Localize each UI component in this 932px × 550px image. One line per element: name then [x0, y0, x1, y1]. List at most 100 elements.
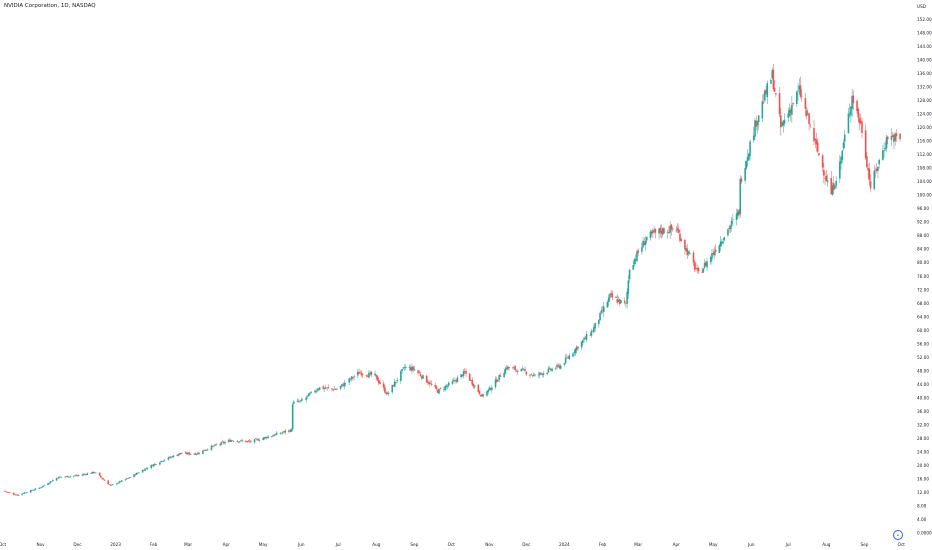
- price-axis[interactable]: USD 152.00 148.00 144.00 140.00 136.00 132.00…: [917, 4, 932, 536]
- candle-up: [401, 369, 403, 372]
- price-tick-label: 132.00: [917, 85, 932, 90]
- candle-up: [43, 485, 46, 486]
- candle-up: [81, 474, 84, 476]
- candle-up: [400, 371, 402, 381]
- candle-up: [177, 454, 180, 456]
- candle-down: [128, 477, 130, 479]
- candle-up: [564, 357, 567, 364]
- time-axis[interactable]: Oct Nov Dec 2023 Feb Mar Apr May Jun Jul Aug Sep Oct…: [0, 542, 905, 547]
- candle-down: [652, 229, 654, 234]
- candle-up: [650, 231, 653, 234]
- candle-up: [413, 369, 416, 371]
- candle-up: [318, 387, 321, 390]
- candle-up: [350, 376, 353, 380]
- candle-up: [395, 381, 397, 383]
- candle-up: [730, 220, 733, 227]
- candle-up: [238, 441, 241, 442]
- candle-down: [623, 300, 626, 303]
- candle-up: [39, 487, 42, 489]
- candle-down: [361, 374, 364, 375]
- time-tick-label: Apr: [673, 542, 681, 547]
- candle-up: [189, 453, 192, 455]
- candle-up: [542, 373, 545, 375]
- candle-up: [606, 302, 609, 308]
- candle-up: [246, 441, 248, 442]
- candle-up: [563, 363, 566, 365]
- candle-up: [593, 327, 595, 333]
- candle-down: [417, 370, 419, 373]
- candle-up: [878, 159, 880, 165]
- candle-up: [76, 475, 79, 477]
- candle-up: [847, 113, 850, 134]
- candle-up: [111, 484, 113, 486]
- candle-up: [167, 457, 170, 460]
- candle-up: [26, 492, 28, 494]
- candle-up: [368, 372, 370, 378]
- candle-up: [29, 490, 32, 493]
- price-tick-label: 20.00: [917, 463, 929, 468]
- candle-down: [815, 139, 818, 145]
- candle-up: [641, 247, 643, 252]
- candle-down: [418, 372, 421, 374]
- candle-up: [387, 392, 390, 394]
- candle-up: [72, 475, 75, 477]
- candle-up: [154, 463, 156, 465]
- candle-down: [102, 478, 105, 480]
- candle-up: [343, 382, 346, 387]
- candle-up: [711, 253, 713, 259]
- candle-down: [273, 434, 276, 436]
- candle-up: [511, 367, 514, 369]
- price-tick-label: 88.00: [917, 233, 929, 238]
- candle-up: [32, 490, 34, 491]
- candle-up: [310, 391, 312, 393]
- candle-down: [740, 178, 743, 183]
- candle-up: [834, 186, 836, 189]
- candle-up: [133, 474, 135, 478]
- candle-up: [877, 166, 879, 171]
- candle-up: [850, 106, 852, 116]
- candle-down: [66, 475, 69, 478]
- candle-up: [481, 394, 483, 397]
- price-tick-label: 152.00: [917, 17, 932, 22]
- candle-up: [253, 439, 256, 443]
- candle-down: [861, 121, 863, 133]
- scroll-to-realtime-button[interactable]: ⌄: [893, 530, 903, 540]
- candle-down: [693, 261, 696, 270]
- candle-up: [473, 385, 476, 388]
- candle-up: [600, 310, 603, 313]
- candle-up: [702, 268, 705, 273]
- candle-down: [428, 382, 430, 385]
- time-tick-label: Jul: [785, 542, 791, 547]
- candle-down: [524, 369, 526, 372]
- candle-down: [151, 465, 154, 467]
- candle-down: [471, 379, 473, 385]
- time-tick-label: Jun: [747, 542, 755, 547]
- candle-up: [761, 101, 764, 119]
- candle-up: [21, 493, 23, 495]
- candle-down: [663, 228, 665, 234]
- candle-up: [25, 492, 27, 494]
- candle-down: [229, 439, 231, 442]
- candle-up: [411, 366, 413, 371]
- candle-up: [195, 454, 198, 455]
- time-tick-label: Mar: [184, 542, 192, 547]
- time-tick-label: Sep: [410, 542, 418, 547]
- candle-up: [162, 460, 165, 462]
- candle-up: [498, 374, 501, 380]
- candle-down: [670, 224, 673, 230]
- candle-up: [666, 232, 669, 233]
- candle-up: [503, 372, 505, 378]
- time-tick-label: Dec: [73, 542, 82, 547]
- candle-up: [93, 472, 96, 474]
- candle-up: [403, 367, 406, 369]
- candle-up: [718, 245, 721, 253]
- candle-down: [254, 438, 257, 440]
- time-tick-label: Jul: [335, 542, 341, 547]
- candle-down: [434, 385, 437, 387]
- candle-down: [679, 233, 681, 241]
- candle-up: [703, 263, 706, 268]
- candle-up: [451, 381, 454, 384]
- candle-down: [258, 440, 261, 441]
- candle-down: [31, 489, 33, 491]
